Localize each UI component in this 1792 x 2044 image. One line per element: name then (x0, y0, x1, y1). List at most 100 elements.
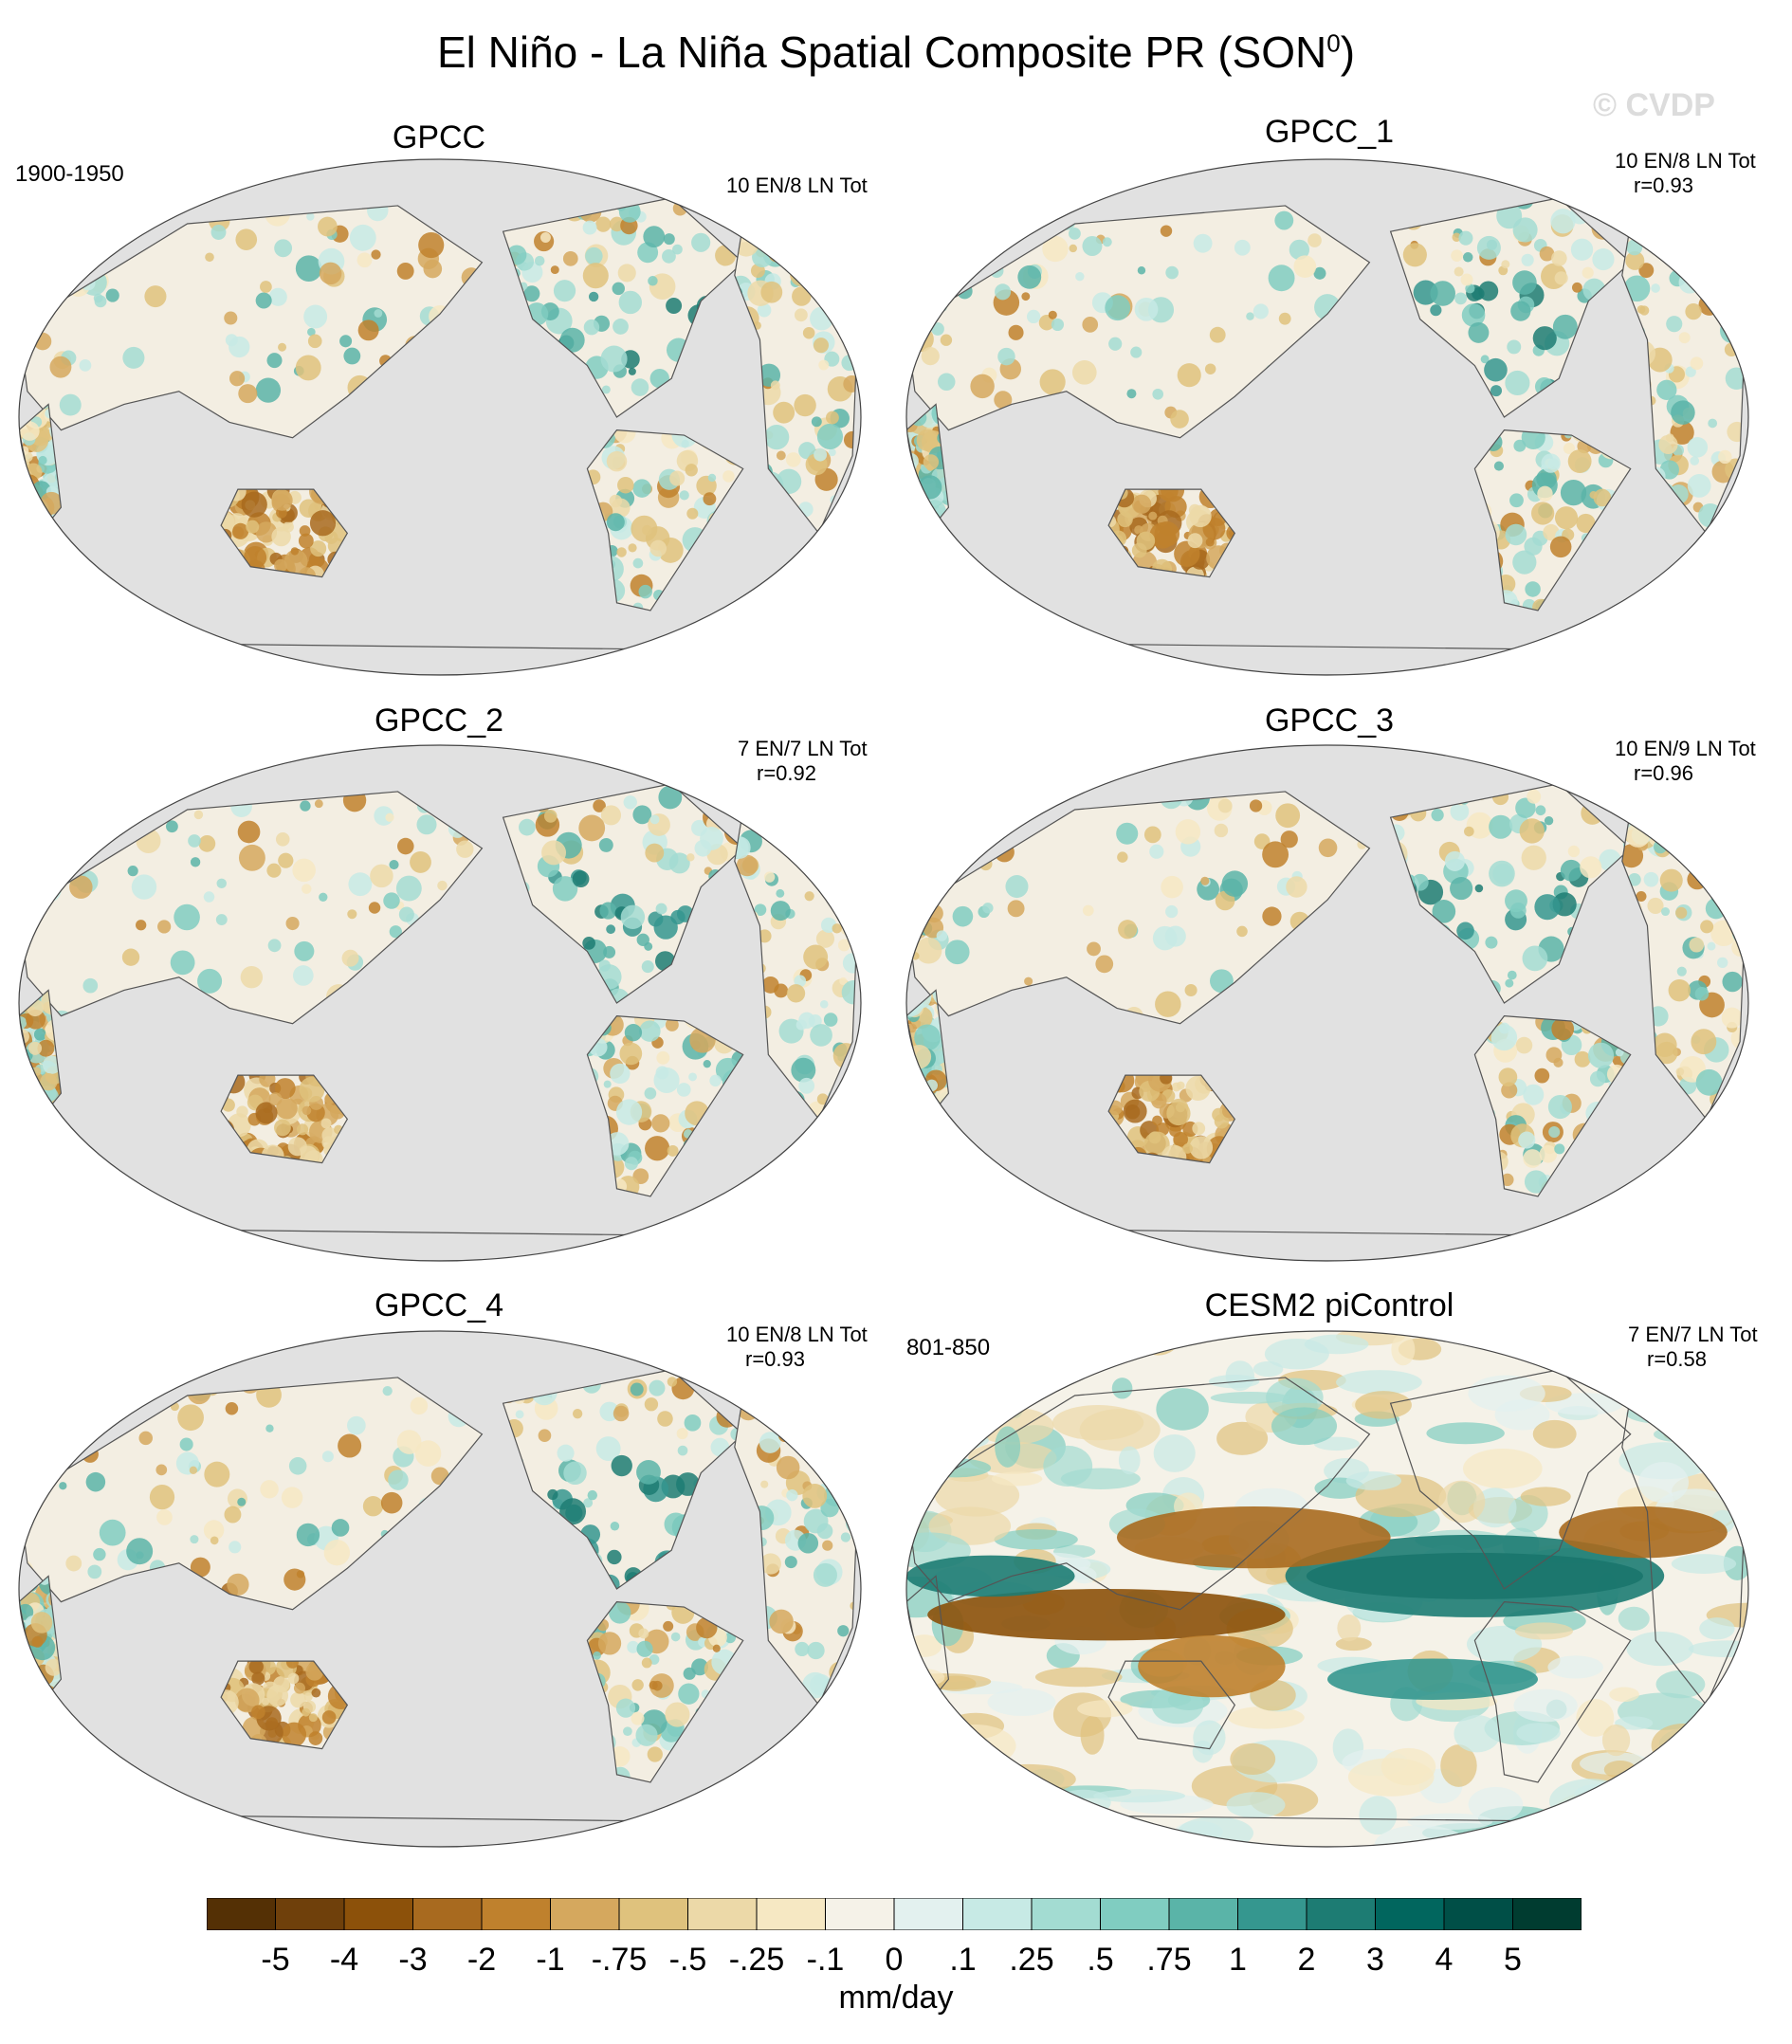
anomaly-cell (814, 851, 839, 877)
anomaly-cell (709, 1074, 722, 1087)
anomaly-cell (1621, 844, 1644, 868)
anomaly-cell (1728, 277, 1745, 294)
anomaly-cell (1444, 850, 1466, 871)
anomaly-cell (734, 836, 751, 859)
anomaly-cell (1700, 920, 1714, 934)
anomaly-cell (248, 1661, 264, 1674)
anomaly-cell (1024, 976, 1033, 986)
anomaly-cell (19, 1659, 33, 1676)
anomaly-cell (712, 1644, 721, 1652)
anomaly-cell (670, 1632, 681, 1642)
anomaly-cell (19, 469, 28, 487)
anomaly-cell (198, 834, 216, 852)
anomaly-cell (349, 224, 376, 251)
anomaly-cell (644, 1086, 657, 1100)
anomaly-cell (638, 584, 652, 599)
anomaly-cell (1509, 902, 1527, 919)
colorbar-segment (1100, 1898, 1170, 1930)
anomaly-cell (1582, 266, 1594, 279)
anomaly-cell (1136, 531, 1156, 551)
anomaly-cell (906, 507, 924, 533)
anomaly-cell (1554, 1143, 1565, 1155)
anomaly-cell (769, 1609, 794, 1634)
anomaly-cell (1679, 224, 1706, 238)
anomaly-cell (1544, 815, 1554, 826)
panel-events: 10 EN/8 LN Tot (726, 1323, 868, 1346)
anomaly-cell (27, 1041, 43, 1055)
anomaly-cell (244, 545, 267, 569)
anomaly-cell (1450, 877, 1473, 901)
anomaly-cell (1221, 870, 1249, 897)
anomaly-cell (221, 1689, 239, 1715)
anomaly-cell (1031, 1331, 1119, 1353)
coastline (586, 429, 744, 611)
anomaly-cell (1625, 250, 1645, 270)
anomaly-cell (992, 1801, 1039, 1833)
anomaly-cell (747, 224, 757, 229)
anomaly-cell (62, 836, 86, 862)
anomaly-cell (1020, 1800, 1045, 1817)
anomaly-cell (1126, 389, 1137, 399)
anomaly-band (1138, 1634, 1286, 1698)
anomaly-cell (1105, 295, 1131, 321)
anomaly-cell (274, 239, 293, 258)
anomaly-cell (649, 539, 667, 557)
anomaly-cell (300, 800, 311, 812)
anomaly-cell (1501, 1082, 1518, 1099)
anomaly-cell (838, 1416, 857, 1439)
anomaly-cell (944, 940, 970, 965)
anomaly-cell (925, 1079, 939, 1092)
anomaly-cell (374, 309, 383, 318)
anomaly-cell (613, 429, 636, 444)
anomaly-cell (676, 1472, 700, 1496)
anomaly-cell (1628, 810, 1655, 824)
anomaly-cell (848, 305, 857, 316)
anomaly-cell (668, 852, 690, 874)
anomaly-cell (825, 411, 839, 425)
anomaly-cell (906, 1059, 917, 1069)
anomaly-cell (131, 874, 157, 900)
anomaly-cell (1184, 984, 1198, 997)
anomaly-cell (707, 473, 717, 483)
anomaly-cell (632, 479, 651, 498)
anomaly-cell (1200, 876, 1210, 885)
anomaly-cell (936, 930, 948, 941)
anomaly-cell (828, 448, 836, 457)
anomaly-cell (63, 1377, 81, 1389)
anomaly-cell (238, 844, 265, 871)
coastline (1389, 783, 1632, 1004)
anomaly-cell (302, 884, 312, 894)
anomaly-cell (623, 795, 637, 810)
anomaly-cell (296, 1123, 309, 1136)
anomaly-cell (952, 246, 967, 262)
cvdp-watermark: © CVDP (1593, 87, 1715, 123)
anomaly-cell (812, 230, 836, 255)
anomaly-cell (1550, 209, 1576, 234)
anomaly-cell (1501, 1173, 1514, 1187)
anomaly-cell (617, 264, 636, 283)
anomaly-cell (776, 1455, 800, 1480)
anomaly-cell (683, 1667, 696, 1680)
anomaly-cell (1534, 1068, 1550, 1084)
anomaly-cell (1567, 449, 1592, 473)
anomaly-cell (1286, 876, 1307, 898)
anomaly-cell (19, 484, 28, 502)
anomaly-cell (1571, 282, 1582, 293)
map-outline (18, 158, 862, 676)
anomaly-cell (519, 818, 536, 836)
anomaly-cell (1278, 312, 1291, 325)
colorbar-tick-label: -.5 (668, 1942, 707, 1978)
anomaly-cell (1518, 1131, 1536, 1149)
anomaly-cell (630, 1382, 644, 1396)
anomaly-cell (260, 281, 272, 293)
anomaly-cell (639, 1020, 661, 1042)
anomaly-cell (921, 347, 940, 366)
anomaly-cell (816, 1093, 829, 1105)
anomaly-cell (824, 1398, 837, 1412)
colorbar-tick-label: -4 (329, 1942, 359, 1978)
anomaly-cell (906, 890, 923, 911)
coastline (1107, 1074, 1236, 1164)
anomaly-cell (635, 1724, 658, 1746)
anomaly-cell (1476, 235, 1501, 260)
anomaly-cell (308, 1713, 318, 1723)
